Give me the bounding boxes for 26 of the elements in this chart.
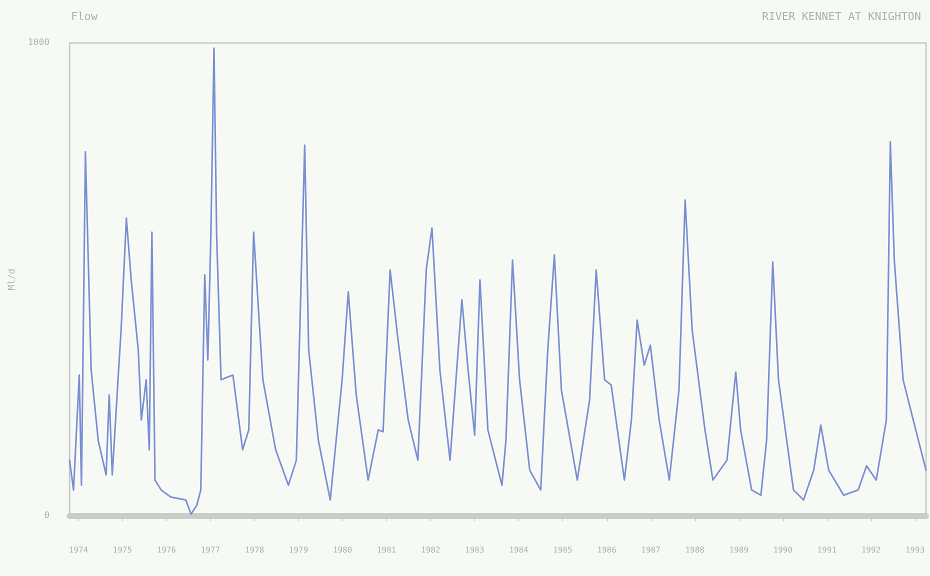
y-tick-label: 1000 [28,38,50,48]
x-tick-label: 1993 [905,546,925,554]
x-tick-label: 1974 [68,546,88,554]
x-tick-label: 1975 [112,546,132,554]
x-tick-label: 1979 [288,546,308,554]
x-tick-label: 1986 [597,546,617,554]
x-tick-label: 1984 [509,546,529,554]
y-axis-title: Ml/d [8,268,18,290]
x-tick-label: 1987 [641,546,661,554]
x-tick-label: 1978 [244,546,264,554]
x-tick-label: 1985 [553,546,573,554]
x-tick-label: 1991 [817,546,837,554]
x-tick-label: 1980 [332,546,352,554]
chart-title: Flow [71,10,98,23]
x-tick-label: 1989 [729,546,749,554]
x-tick-label: 1988 [685,546,705,554]
chart-subtitle: RIVER KENNET AT KNIGHTON [762,10,922,23]
x-tick-label: 1976 [156,546,176,554]
x-tick-label: 1992 [861,546,881,554]
line-series [68,47,927,515]
x-tick-label: 1983 [465,546,484,554]
x-tick-label: 1982 [421,546,440,554]
x-tick-label: 1981 [376,546,396,554]
x-tick-label: 1990 [773,546,793,554]
y-tick-label: 0 [44,511,50,521]
x-tick-label: 1977 [200,546,220,554]
